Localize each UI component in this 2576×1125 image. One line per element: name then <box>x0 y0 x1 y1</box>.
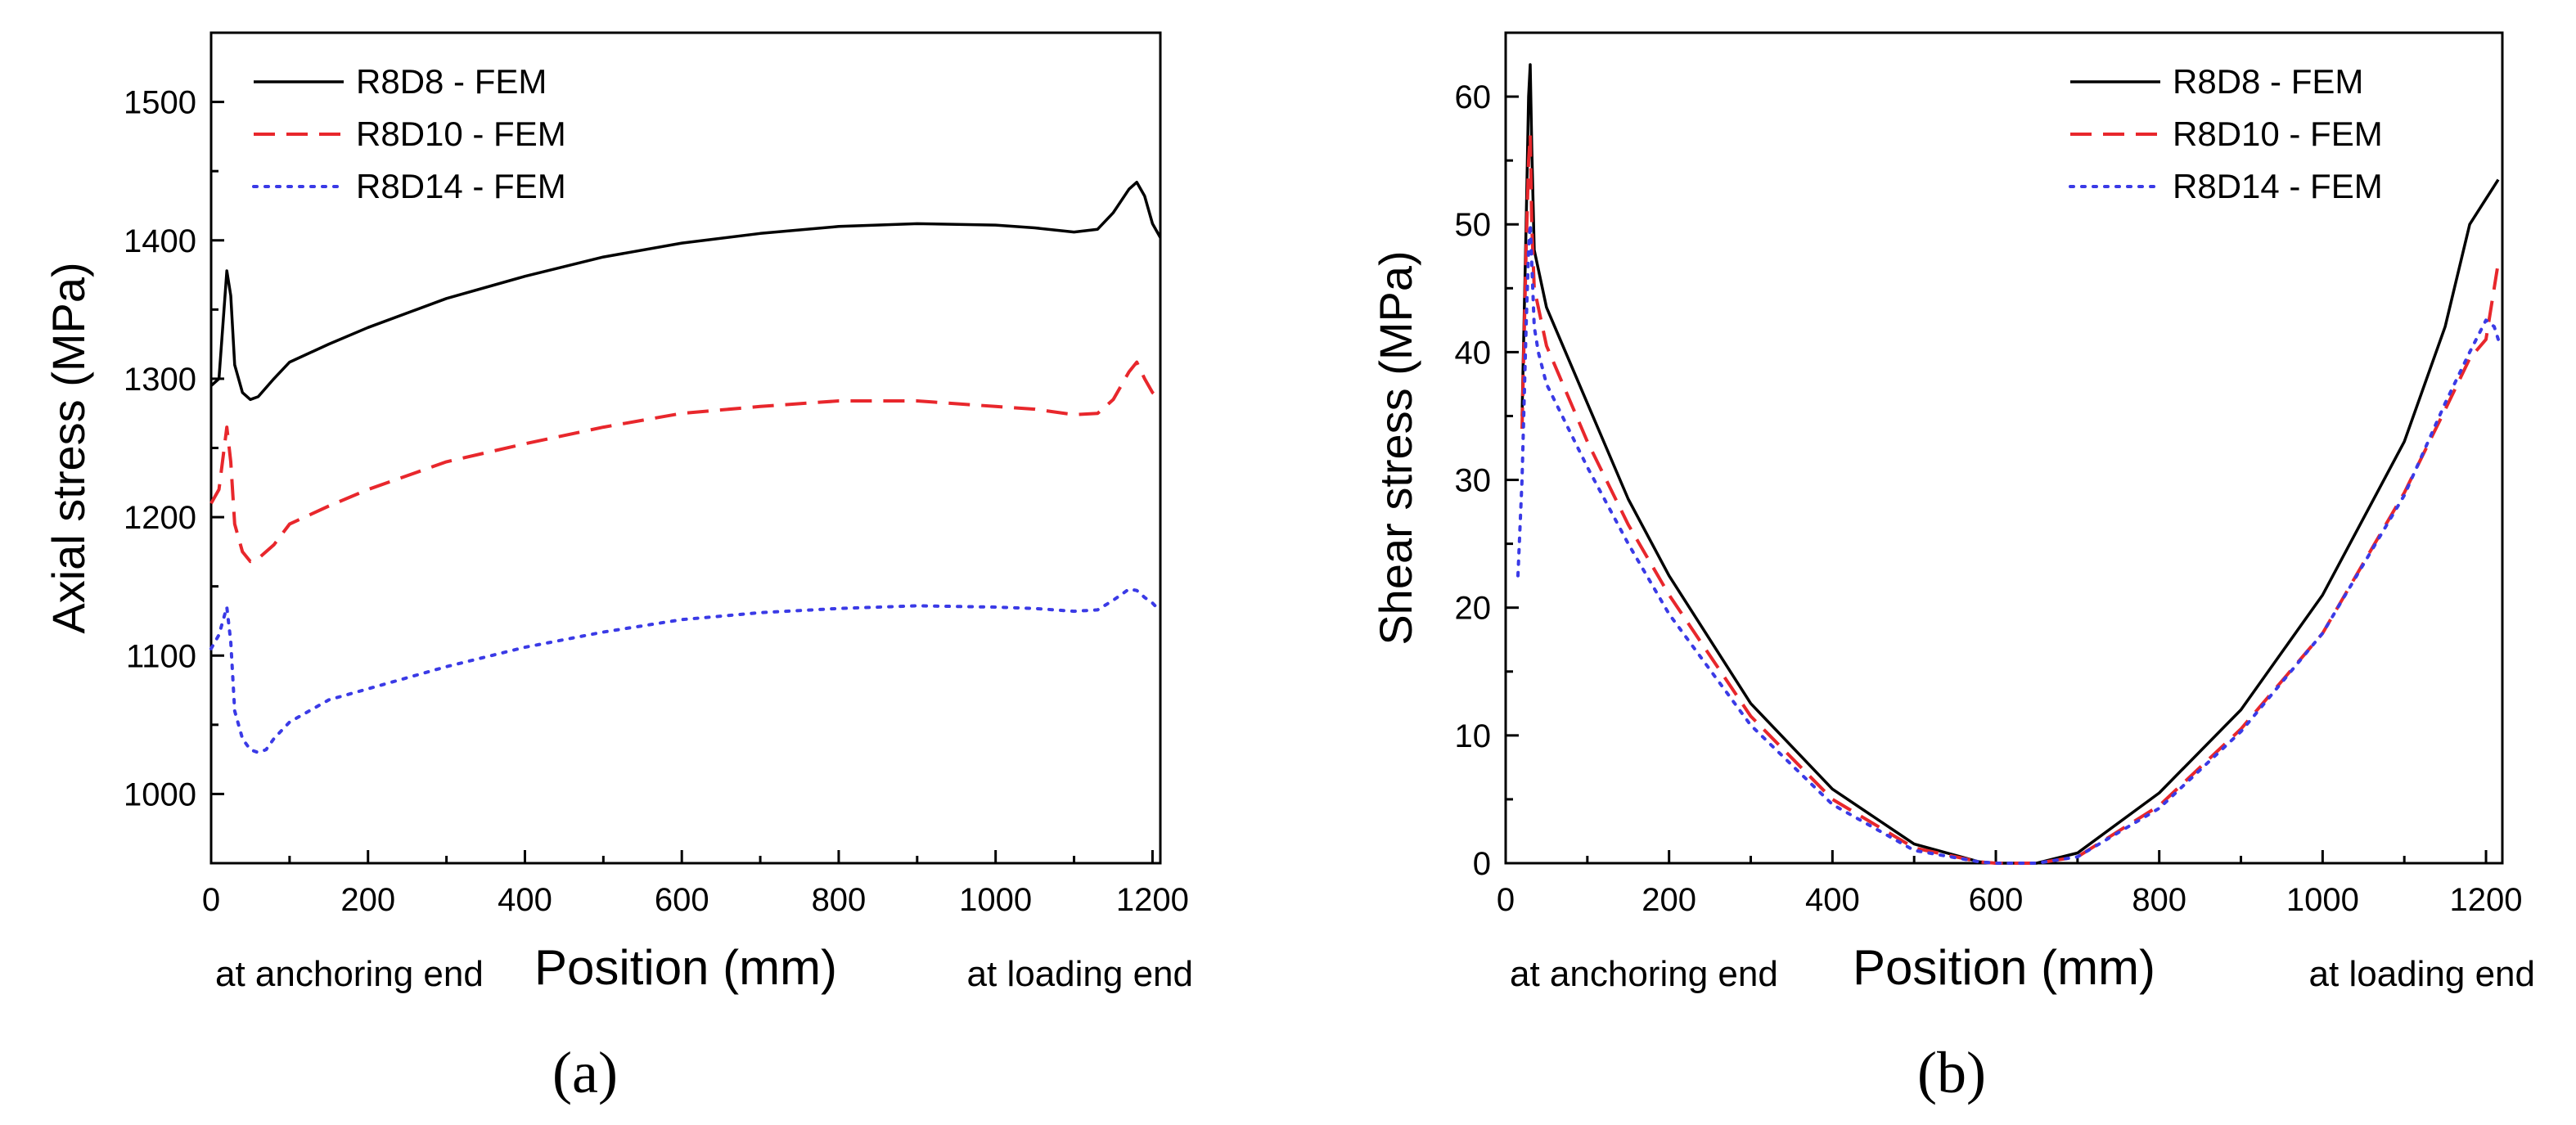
y-tick-label: 60 <box>1455 79 1492 115</box>
series-line-r8d8 <box>1520 63 2500 865</box>
loading-end-note: at loading end <box>967 954 1193 994</box>
legend-label: R8D14 - FEM <box>2173 167 2383 205</box>
anchoring-end-note: at anchoring end <box>215 954 484 994</box>
plot-frame <box>209 31 1162 865</box>
series-line-r8d10 <box>209 360 1162 564</box>
x-tick-label: 1200 <box>2450 882 2523 918</box>
loading-end-note: at loading end <box>2309 954 2535 994</box>
y-tick-label: 40 <box>1455 335 1492 371</box>
x-tick-label: 200 <box>340 882 395 918</box>
y-tick-label: 1300 <box>124 362 196 398</box>
y-tick-label: 0 <box>1473 846 1491 882</box>
x-tick-label: 600 <box>655 882 709 918</box>
legend-label: R8D10 - FEM <box>2173 115 2383 153</box>
y-tick-label: 30 <box>1455 463 1492 499</box>
x-tick-label: 1200 <box>1116 882 1189 918</box>
y-tick-label: 1500 <box>124 85 196 121</box>
legend-label: R8D8 - FEM <box>2173 62 2363 101</box>
y-axis-label: Axial stress (MPa) <box>43 262 94 633</box>
y-tick-label: 1100 <box>126 638 196 674</box>
x-tick-label: 1000 <box>2286 882 2359 918</box>
x-tick-label: 0 <box>202 882 220 918</box>
series-line-r8d14 <box>209 587 1162 754</box>
x-tick-label: 800 <box>2132 882 2186 918</box>
plot-frame <box>1504 31 2504 865</box>
y-axis-label: Shear stress (MPa) <box>1370 250 1421 645</box>
chart-shear-stress: (b) 0 200 400 600 800 1000 1200 0 10 20 30 40 50 60 Po… <box>1370 31 2535 1105</box>
x-axis-label: Position (mm) <box>1853 940 2155 995</box>
legend-label: R8D10 - FEM <box>356 115 566 153</box>
series-line-r8d10 <box>1520 133 2500 865</box>
x-axis-label: Position (mm) <box>534 940 837 995</box>
y-tick-label: 10 <box>1455 718 1492 754</box>
x-tick-label: 1000 <box>959 882 1032 918</box>
x-tick-label: 400 <box>1805 882 1860 918</box>
x-tick-label: 0 <box>1497 882 1515 918</box>
chart-axial-stress: (a) 0 200 400 600 800 1000 1200 1000 1100 1200 130… <box>43 31 1193 1105</box>
y-tick-label: 1400 <box>124 223 196 259</box>
legend-label: R8D8 - FEM <box>356 62 547 101</box>
y-tick-label: 1000 <box>124 776 196 812</box>
x-tick-label: 800 <box>812 882 867 918</box>
series-line-r8d14 <box>1516 223 2500 865</box>
anchoring-end-note: at anchoring end <box>1510 954 1778 994</box>
x-tick-label: 600 <box>1969 882 2024 918</box>
panel-label-a: (a) <box>552 1040 618 1105</box>
legend-label: R8D14 - FEM <box>356 167 566 205</box>
series-line-r8d8 <box>209 180 1162 402</box>
x-tick-label: 200 <box>1642 882 1696 918</box>
y-tick-label: 50 <box>1455 207 1492 243</box>
y-tick-label: 20 <box>1455 591 1492 627</box>
y-tick-label: 1200 <box>124 500 196 536</box>
panel-label-b: (b) <box>1917 1040 1986 1105</box>
x-tick-label: 400 <box>498 882 552 918</box>
